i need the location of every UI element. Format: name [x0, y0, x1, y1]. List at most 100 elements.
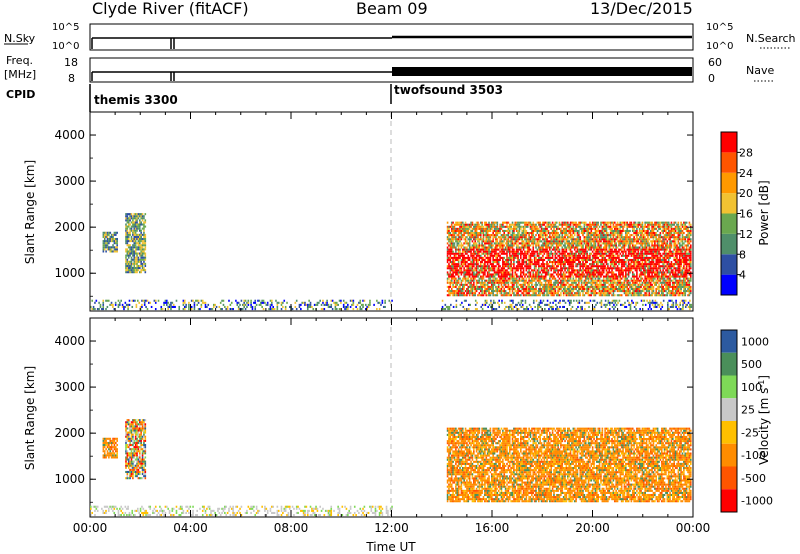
range-gate-cell: [557, 292, 559, 295]
range-gate-cell: [163, 303, 165, 306]
range-gate-cell: [560, 287, 562, 291]
range-gate-cell: [136, 256, 138, 259]
range-gate-cell: [473, 236, 475, 239]
range-gate-cell: [468, 269, 471, 272]
range-gate-cell: [254, 305, 257, 309]
range-gate-cell: [521, 292, 523, 295]
range-gate-cell: [547, 244, 550, 247]
range-gate-cell: [593, 242, 595, 245]
range-gate-cell: [579, 248, 582, 251]
range-gate-cell: [518, 223, 521, 226]
range-gate-cell: [590, 244, 593, 247]
range-gate-cell: [566, 221, 569, 224]
range-gate-cell: [490, 244, 493, 247]
range-gate-cell: [622, 269, 624, 272]
range-gate-cell: [542, 265, 544, 268]
range-gate-cell: [605, 263, 608, 266]
range-gate-cell: [616, 269, 619, 272]
range-gate-cell: [549, 273, 551, 276]
range-gate-cell: [637, 256, 640, 259]
range-gate-cell: [636, 240, 638, 243]
range-gate-cell: [482, 263, 485, 266]
range-gate-cell: [612, 244, 615, 247]
range-gate-cell: [522, 271, 525, 274]
range-gate-cell: [591, 261, 594, 264]
range-gate-cell: [633, 290, 635, 293]
range-gate-cell: [510, 250, 512, 253]
range-gate-cell: [589, 236, 591, 239]
range-gate-cell: [474, 267, 477, 270]
range-gate-cell: [609, 254, 612, 257]
range-gate-cell: [448, 294, 450, 297]
range-gate-cell: [182, 303, 185, 306]
range-gate-cell: [120, 299, 123, 302]
range-gate-cell: [477, 244, 479, 247]
range-gate-cell: [166, 299, 168, 302]
range-gate-cell: [94, 301, 96, 304]
range-gate-cell: [496, 254, 499, 257]
range-gate-cell: [540, 277, 543, 280]
range-gate-cell: [475, 287, 478, 291]
range-gate-cell: [600, 236, 602, 239]
range-gate-cell: [452, 273, 454, 276]
range-gate-cell: [625, 223, 627, 226]
range-gate-cell: [619, 234, 622, 237]
range-gate-cell: [578, 242, 580, 245]
range-gate-cell: [507, 294, 510, 297]
range-gate-cell: [641, 248, 644, 251]
range-gate-cell: [568, 223, 570, 226]
range-gate-cell: [612, 225, 615, 228]
range-gate-cell: [528, 221, 530, 224]
range-gate-cell: [468, 279, 471, 282]
range-gate-cell: [542, 267, 544, 270]
range-gate-cell: [645, 285, 648, 288]
range-gate-cell: [543, 285, 546, 288]
range-gate-cell: [616, 279, 619, 282]
range-gate-cell: [473, 252, 475, 255]
range-gate-cell: [644, 246, 646, 249]
range-gate-cell: [511, 248, 514, 251]
range-gate-cell: [110, 301, 113, 304]
range-gate-cell: [459, 236, 461, 239]
range-gate-cell: [486, 279, 489, 282]
range-gate-cell: [576, 258, 579, 262]
range-gate-cell: [450, 256, 453, 259]
range-gate-cell: [596, 275, 598, 278]
range-gate-cell: [461, 221, 464, 224]
range-gate-cell: [453, 227, 456, 230]
range-gate-cell: [473, 242, 475, 245]
range-gate-cell: [326, 299, 328, 302]
range-gate-cell: [482, 250, 485, 253]
range-gate-cell: [103, 242, 106, 245]
range-gate-cell: [593, 290, 595, 293]
range-gate-cell: [615, 269, 617, 272]
range-gate-cell: [463, 275, 465, 278]
range-gate-cell: [529, 290, 532, 293]
range-gate-cell: [547, 271, 550, 274]
range-gate-cell: [479, 277, 482, 280]
range-gate-cell: [618, 258, 620, 262]
range-gate-cell: [566, 275, 569, 278]
range-gate-cell: [511, 236, 514, 239]
range-gate-cell: [560, 273, 562, 276]
range-gate-cell: [522, 267, 525, 270]
range-gate-cell: [486, 246, 489, 249]
range-gate-cell: [144, 240, 147, 243]
range-gate-cell: [600, 267, 602, 270]
range-gate-cell: [569, 258, 572, 262]
range-gate-cell: [526, 275, 529, 278]
range-gate-cell: [540, 292, 543, 295]
range-gate-cell: [589, 256, 591, 259]
range-gate-cell: [479, 275, 482, 278]
range-gate-cell: [531, 294, 533, 297]
range-gate-cell: [105, 233, 107, 236]
range-gate-cell: [565, 246, 568, 249]
range-gate-cell: [584, 246, 587, 249]
range-gate-cell: [590, 223, 593, 226]
range-gate-cell: [455, 246, 457, 249]
range-gate-cell: [141, 244, 144, 247]
range-gate-cell: [457, 221, 460, 224]
range-gate-cell: [482, 275, 485, 278]
range-gate-cell: [464, 250, 467, 253]
range-gate-cell: [569, 287, 572, 291]
